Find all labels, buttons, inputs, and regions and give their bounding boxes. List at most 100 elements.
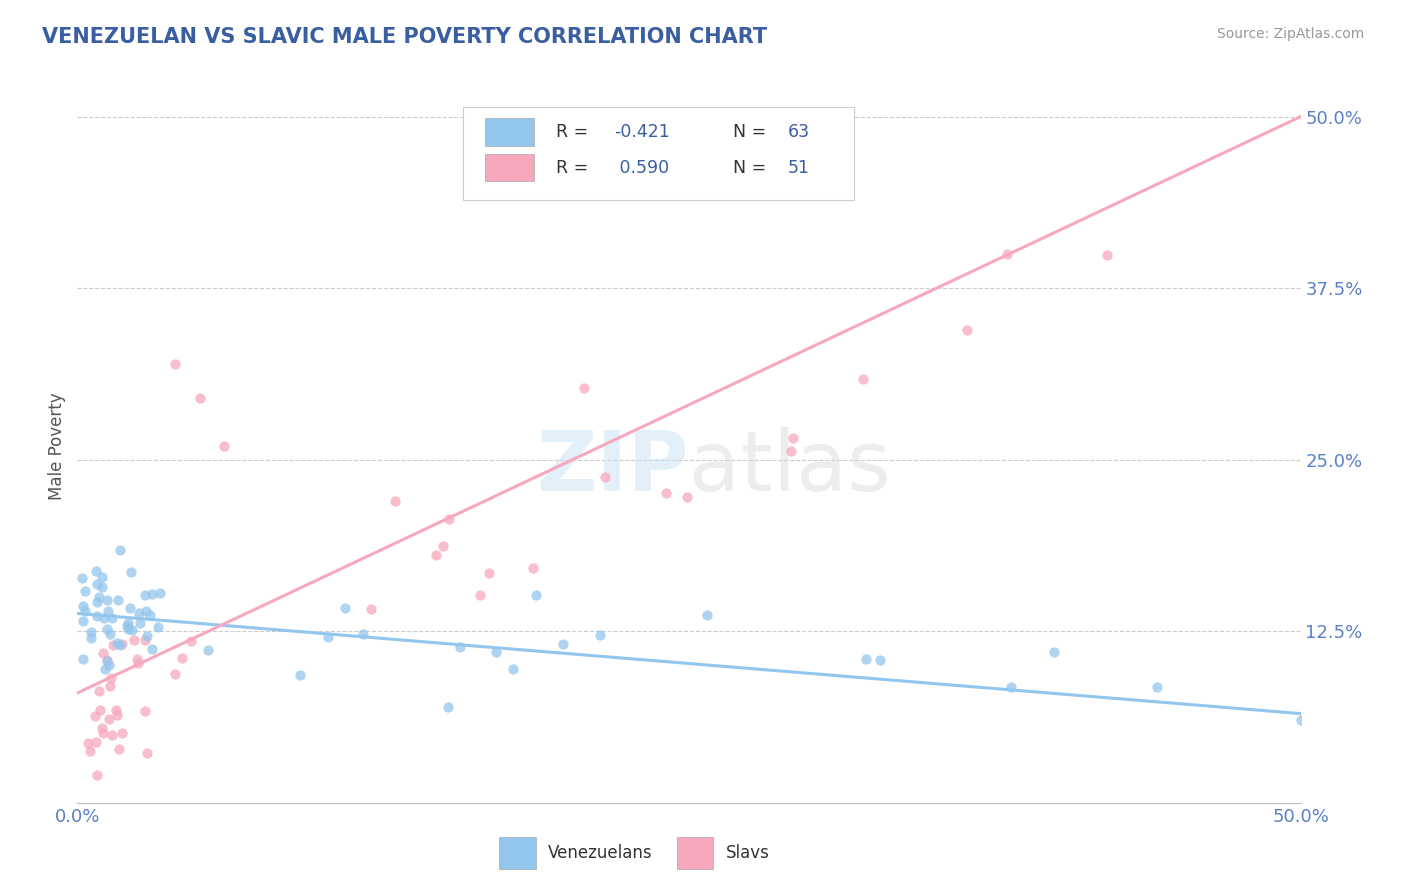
Point [212,439,235,453]
Point [93,611,115,625]
Point [80,625,103,640]
Point [437,699,460,714]
Point [96,593,118,607]
Point [97,605,120,619]
Text: N =: N = [733,159,772,177]
Point [117,615,139,630]
FancyBboxPatch shape [676,837,713,869]
Point [120,565,142,579]
Point [1146,680,1168,694]
Point [87,684,110,698]
Point [1289,714,1312,728]
Text: -0.421: -0.421 [614,123,671,141]
Point [572,381,595,395]
Text: VENEZUELAN VS SLAVIC MALE POVERTY CORRELATION CHART: VENEZUELAN VS SLAVIC MALE POVERTY CORREL… [42,27,768,46]
Point [100,728,122,742]
Point [86,576,108,591]
Point [107,592,129,607]
Point [91,647,114,661]
Point [485,645,508,659]
Point [98,627,121,641]
Point [84,709,107,723]
Point [117,622,139,636]
Point [96,653,118,667]
Point [180,634,202,648]
Point [101,638,124,652]
Text: atlas: atlas [689,427,890,508]
Point [437,512,460,526]
Point [72,652,94,666]
Point [855,652,877,666]
Point [425,548,447,562]
Point [111,638,134,652]
Point [86,609,108,624]
Point [98,657,121,672]
Text: R =: R = [555,123,593,141]
Point [115,619,138,633]
Point [110,638,132,652]
Point [384,494,406,508]
Point [86,768,108,782]
FancyBboxPatch shape [485,119,534,145]
Point [851,372,873,386]
Point [86,595,108,609]
Point [869,653,891,667]
Point [675,490,697,504]
Point [105,703,128,717]
Point [134,588,156,602]
Point [360,602,382,616]
Point [288,668,311,682]
Point [135,746,157,760]
Point [84,564,107,578]
Text: 63: 63 [787,123,810,141]
Y-axis label: Male Poverty: Male Poverty [48,392,66,500]
Text: 0.590: 0.590 [614,159,669,177]
Point [995,247,1018,261]
Point [1000,681,1022,695]
Point [105,708,128,723]
Point [128,606,150,620]
Point [524,588,547,602]
Point [478,566,501,580]
Point [696,607,718,622]
Point [136,629,159,643]
Point [98,712,121,726]
Point [96,654,118,668]
Point [94,662,117,676]
Point [1095,247,1118,261]
Point [134,633,156,648]
Point [111,726,134,740]
Text: Venezuelans: Venezuelans [548,844,652,862]
Point [105,636,128,650]
Point [127,656,149,670]
Point [468,588,491,602]
Text: Source: ZipAtlas.com: Source: ZipAtlas.com [1216,27,1364,41]
Point [122,633,145,648]
Point [449,640,471,654]
Point [148,620,170,634]
Text: R =: R = [555,159,593,177]
Point [655,486,678,500]
Point [522,561,544,575]
Point [72,599,94,614]
Point [141,641,163,656]
Point [170,650,193,665]
Point [432,539,454,553]
Point [134,704,156,718]
Point [108,742,131,756]
Point [91,726,114,740]
Point [108,543,131,558]
Point [188,391,211,405]
Text: N =: N = [733,123,772,141]
Point [89,703,111,717]
Point [316,631,339,645]
Point [165,667,187,681]
Point [125,651,148,665]
Point [72,614,94,628]
Point [96,622,118,636]
Point [91,721,114,735]
Point [956,323,979,337]
Point [129,615,152,630]
Point [84,735,107,749]
Point [79,743,101,757]
